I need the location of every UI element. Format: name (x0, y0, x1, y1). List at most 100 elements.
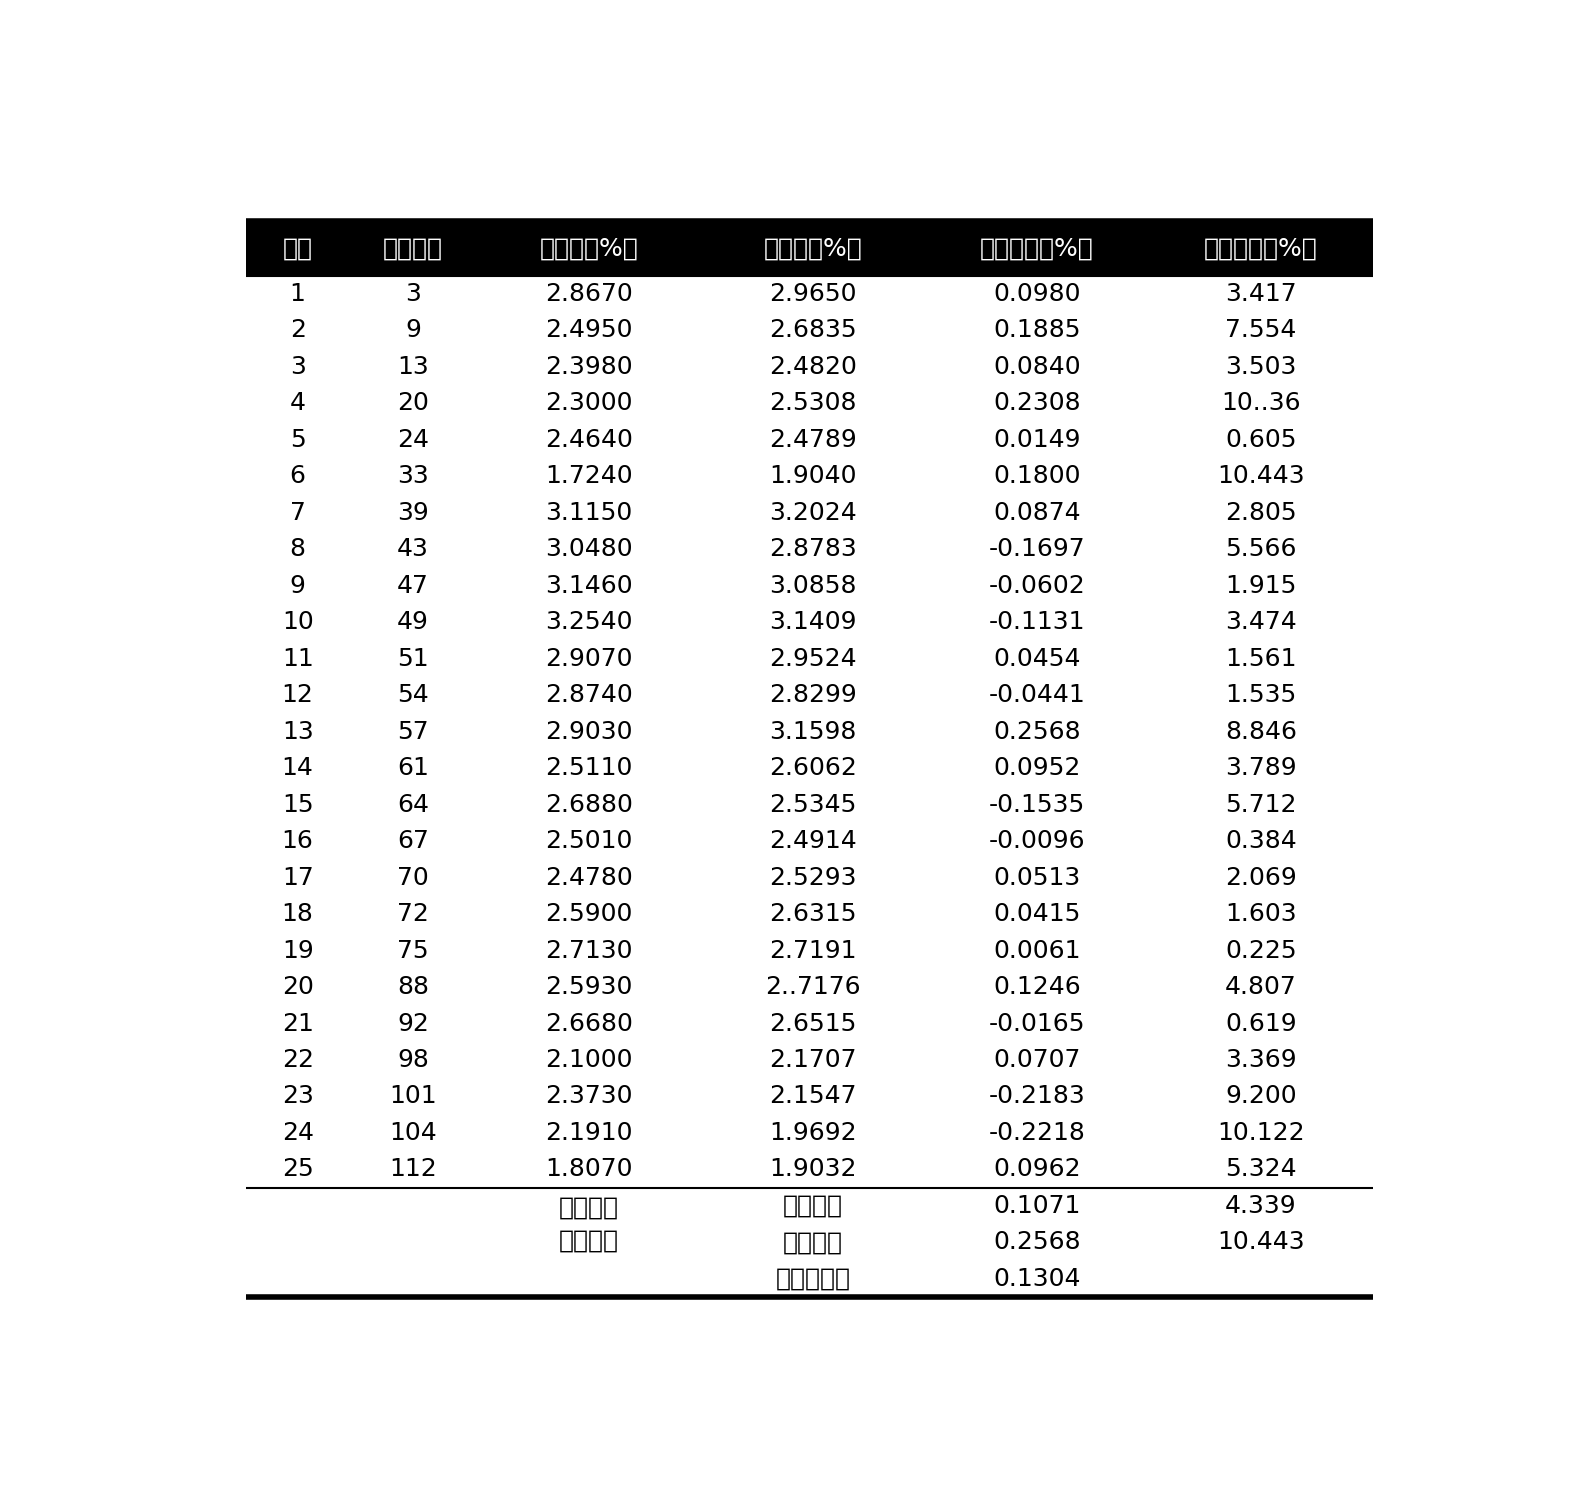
Text: 14: 14 (281, 756, 313, 780)
Text: 2.8299: 2.8299 (769, 684, 856, 708)
Text: 0.0962: 0.0962 (994, 1157, 1081, 1181)
Text: 9.200: 9.200 (1224, 1085, 1297, 1109)
Text: 10: 10 (281, 610, 313, 634)
Text: 3.1598: 3.1598 (769, 720, 856, 744)
Text: 3.2540: 3.2540 (545, 610, 632, 634)
Text: 0.1304: 0.1304 (994, 1267, 1081, 1291)
Text: 2..7176: 2..7176 (765, 975, 861, 999)
Text: 8: 8 (289, 537, 305, 561)
Text: 3: 3 (289, 355, 305, 379)
Text: 2.3980: 2.3980 (545, 355, 632, 379)
Text: 47: 47 (397, 574, 428, 598)
Text: 6: 6 (289, 464, 305, 488)
Text: 2.6515: 2.6515 (769, 1012, 856, 1036)
Text: 2.9070: 2.9070 (545, 646, 632, 670)
Text: 17: 17 (281, 866, 313, 890)
Text: 2.5930: 2.5930 (545, 975, 632, 999)
Text: 0.0454: 0.0454 (994, 646, 1081, 670)
Text: -0.1131: -0.1131 (989, 610, 1085, 634)
Text: 19: 19 (281, 938, 313, 962)
Text: 3.0858: 3.0858 (769, 574, 856, 598)
Text: 2.5293: 2.5293 (769, 866, 856, 890)
Text: -0.0441: -0.0441 (989, 684, 1085, 708)
Text: 2.1910: 2.1910 (545, 1121, 632, 1145)
Text: 3.1460: 3.1460 (545, 574, 632, 598)
Text: 2.8740: 2.8740 (545, 684, 634, 708)
Text: 13: 13 (397, 355, 428, 379)
Text: 4.807: 4.807 (1224, 975, 1297, 999)
Text: 2.9650: 2.9650 (769, 283, 856, 305)
Text: 0.2568: 0.2568 (994, 1231, 1081, 1255)
Text: 104: 104 (389, 1121, 436, 1145)
Text: 2.4780: 2.4780 (545, 866, 634, 890)
Text: -0.2183: -0.2183 (989, 1085, 1085, 1109)
Text: 5: 5 (289, 428, 305, 452)
Text: 0.0061: 0.0061 (994, 938, 1081, 962)
Text: 2.7191: 2.7191 (769, 938, 856, 962)
Text: 2.6680: 2.6680 (545, 1012, 634, 1036)
Text: -0.1697: -0.1697 (989, 537, 1085, 561)
Text: 1: 1 (289, 283, 305, 305)
Text: 1.7240: 1.7240 (545, 464, 632, 488)
Text: 16: 16 (281, 830, 313, 854)
Text: 1.9032: 1.9032 (769, 1157, 856, 1181)
Text: 0.1071: 0.1071 (994, 1193, 1081, 1217)
Text: 2.4820: 2.4820 (769, 355, 856, 379)
Text: 2.9524: 2.9524 (769, 646, 856, 670)
Text: 0.0840: 0.0840 (994, 355, 1081, 379)
Text: 2.6062: 2.6062 (769, 756, 856, 780)
Text: 0.1246: 0.1246 (994, 975, 1081, 999)
Text: 2.4789: 2.4789 (769, 428, 856, 452)
Text: 88: 88 (397, 975, 428, 999)
Text: 2.8670: 2.8670 (545, 283, 634, 305)
Text: 51: 51 (397, 646, 428, 670)
Text: 0.225: 0.225 (1224, 938, 1297, 962)
Text: 9: 9 (404, 319, 420, 343)
Text: 11: 11 (281, 646, 313, 670)
Text: 2.6315: 2.6315 (769, 902, 856, 926)
Text: 23: 23 (281, 1085, 313, 1109)
Text: 0.0149: 0.0149 (994, 428, 1081, 452)
Text: 1.8070: 1.8070 (545, 1157, 632, 1181)
Text: 实测值（%）: 实测值（%） (539, 236, 638, 260)
Text: 67: 67 (397, 830, 428, 854)
Text: 2.3000: 2.3000 (545, 391, 632, 415)
Text: 0.0952: 0.0952 (994, 756, 1081, 780)
Text: 相对误差（%）: 相对误差（%） (1204, 236, 1318, 260)
Text: 3.789: 3.789 (1224, 756, 1297, 780)
Text: 2.9030: 2.9030 (545, 720, 632, 744)
Text: 2.1547: 2.1547 (769, 1085, 856, 1109)
Text: 预测值（%）: 预测值（%） (763, 236, 863, 260)
Text: 13: 13 (281, 720, 313, 744)
Text: 5.712: 5.712 (1224, 792, 1297, 816)
Text: 15: 15 (281, 792, 313, 816)
Text: 1.9692: 1.9692 (769, 1121, 856, 1145)
Text: 8.846: 8.846 (1224, 720, 1297, 744)
Text: 0.0415: 0.0415 (994, 902, 1081, 926)
Text: 25: 25 (281, 1157, 313, 1181)
Text: 1.535: 1.535 (1226, 684, 1297, 708)
Text: 样品编号: 样品编号 (382, 236, 442, 260)
Text: 3.417: 3.417 (1224, 283, 1297, 305)
Text: 2.069: 2.069 (1224, 866, 1297, 890)
Text: 序号: 序号 (283, 236, 313, 260)
Text: 1.561: 1.561 (1224, 646, 1297, 670)
Text: 0.1885: 0.1885 (994, 319, 1081, 343)
Text: 72: 72 (397, 902, 428, 926)
Text: 预测结果
统计分析: 预测结果 统计分析 (559, 1195, 619, 1254)
Text: 3.369: 3.369 (1224, 1048, 1297, 1072)
Text: 3.2024: 3.2024 (769, 500, 856, 525)
Text: 0.0513: 0.0513 (994, 866, 1081, 890)
Text: 49: 49 (397, 610, 428, 634)
Text: 9: 9 (289, 574, 305, 598)
Text: 54: 54 (397, 684, 428, 708)
Text: 2.5308: 2.5308 (769, 391, 856, 415)
Text: 101: 101 (389, 1085, 436, 1109)
Text: 2.3730: 2.3730 (545, 1085, 632, 1109)
Text: 112: 112 (389, 1157, 436, 1181)
Text: 2.6835: 2.6835 (769, 319, 856, 343)
Text: 64: 64 (397, 792, 428, 816)
Text: 70: 70 (397, 866, 428, 890)
Text: 2.4640: 2.4640 (545, 428, 634, 452)
Text: -0.1535: -0.1535 (989, 792, 1085, 816)
